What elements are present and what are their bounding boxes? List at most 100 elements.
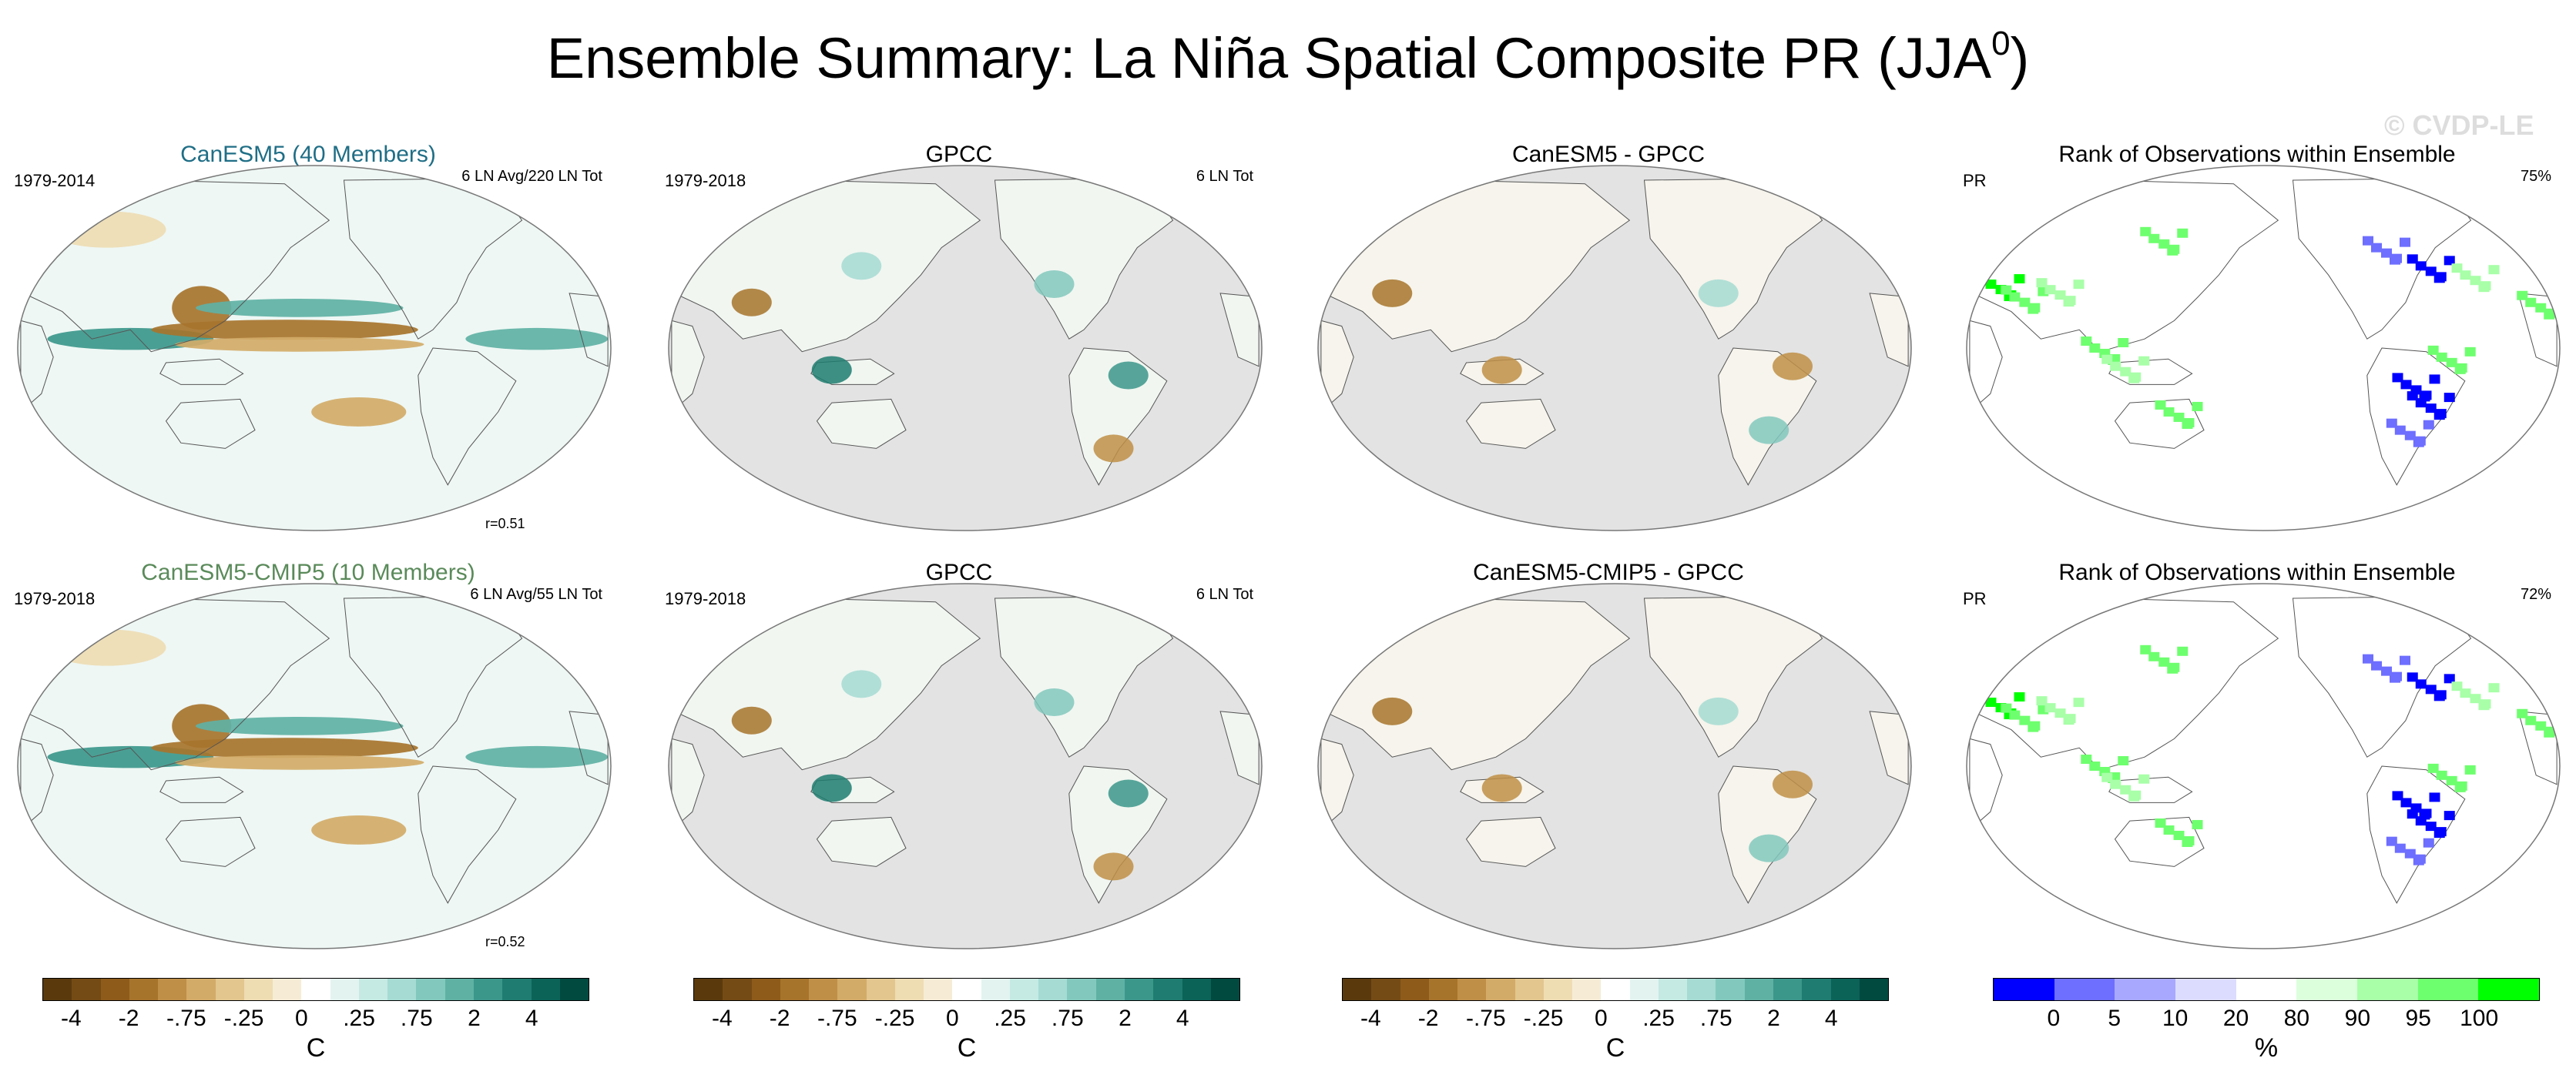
colorbar-unit: C [306, 1033, 326, 1063]
colorbar-tick-label: -.25 [1523, 1006, 1564, 1031]
map-plot [1966, 583, 2561, 949]
rank-cell [2400, 655, 2410, 665]
land-anomaly-spot [1773, 770, 1813, 798]
colorbar-swatch [1095, 979, 1125, 1000]
panel-left-label: 1979-2018 [14, 589, 96, 608]
coastline-africaEast [1219, 711, 1259, 785]
panel-title: GPCC [925, 560, 993, 585]
rank-cell [2177, 228, 2189, 238]
colorbar-swatch [1428, 979, 1458, 1000]
map-border [1317, 583, 1912, 949]
map-border [1966, 583, 2561, 949]
rank-cell [2427, 763, 2439, 773]
colorbar-swatch [72, 979, 101, 1000]
rank-cell [2009, 292, 2021, 302]
rank-cell [2488, 683, 2500, 693]
rank-cell [2392, 791, 2403, 801]
rank-cell [2081, 755, 2092, 764]
rank-cell [2425, 403, 2437, 413]
panel-title: Rank of Observations within Ensemble [2058, 560, 2456, 585]
rank-cell [2407, 809, 2418, 819]
title-close: ) [2010, 26, 2030, 90]
rank-cell [2036, 696, 2048, 706]
coastline-southAmerica [2366, 765, 2466, 904]
colorbar-tick-label: 0 [2047, 1006, 2061, 1031]
rank-cell [2433, 273, 2445, 283]
panel-left-label: 1979-2014 [14, 171, 96, 190]
map-plot [668, 165, 1263, 531]
rank-cell [2073, 280, 2085, 290]
rank-cell [2433, 410, 2445, 420]
rank-cell [2089, 343, 2101, 353]
map-panel: CanESM5-CMIP5 - GPCC [1300, 541, 1917, 957]
colorbar-swatch [924, 979, 953, 1000]
colorbar-boxes [1993, 978, 2540, 1001]
rank-cell [2525, 297, 2537, 307]
coastline-africaEast [1869, 293, 1909, 367]
colorbar-swatch [273, 979, 302, 1000]
colorbar-tick-label: -4 [61, 1006, 82, 1031]
rank-cell [2523, 239, 2534, 249]
rank-cell [2381, 666, 2392, 676]
colorbar-swatch [531, 979, 560, 1000]
panel-right-label: 6 LN Tot [1196, 586, 1253, 603]
colorbar-tick-label: -.25 [874, 1006, 915, 1031]
colorbar-swatch [1400, 979, 1429, 1000]
colorbar-swatch [2054, 979, 2115, 1000]
colorbar-tick-label: 2 [1767, 1006, 1780, 1031]
colorbar-swatch [1153, 979, 1182, 1000]
rank-cell [2544, 728, 2555, 738]
colorbar: -4 -2 -.75 -.25 0 .25 .75 2 4 C [42, 978, 589, 1078]
coastline-africaEast [1219, 293, 1259, 367]
map-plot [17, 165, 612, 531]
colorbar-swatch [2115, 979, 2176, 1000]
colorbar-swatch [751, 979, 780, 1000]
rank-cell [2158, 657, 2170, 667]
colorbar-tick-label: 90 [2344, 1006, 2371, 1031]
rank-cell [2513, 651, 2524, 661]
rank-cell [2464, 346, 2476, 357]
colorbar-swatch [100, 979, 129, 1000]
rank-cell [2014, 692, 2025, 702]
rank-cell [2118, 338, 2129, 347]
atlantic-wet-band [465, 327, 609, 350]
colorbar-swatch [1601, 979, 1630, 1000]
colorbar-swatch [1343, 979, 1372, 1000]
rank-cell [2400, 798, 2412, 808]
land-anomaly-spot [1093, 852, 1134, 881]
land-anomaly-spot [1773, 352, 1813, 380]
rank-cell [1977, 691, 1988, 701]
panel-title: GPCC [925, 142, 993, 167]
colorbar-tick-label: -.25 [223, 1006, 264, 1031]
rank-cell [2173, 412, 2185, 422]
map-panel: GPCC 1979-2018 6 LN Tot [651, 541, 1267, 957]
rank-cell [2488, 265, 2500, 275]
rank-cell [2531, 246, 2543, 256]
coastline-australia [1465, 816, 1556, 867]
rank-cell [2470, 694, 2481, 704]
rank-cell [2392, 373, 2403, 383]
colorbar-swatch [387, 979, 417, 1000]
colorbar-swatch [894, 979, 924, 1000]
colorbar-tick-label: -2 [1417, 1006, 1439, 1031]
panel-left-label: PR [1963, 171, 1987, 190]
rank-cell [1985, 280, 1997, 290]
colorbar-tick-label: 4 [525, 1006, 538, 1031]
rank-cell [2517, 290, 2528, 300]
panel-right-label: 6 LN Tot [1196, 168, 1253, 185]
rank-cell [2444, 256, 2455, 266]
rank-cell [2155, 818, 2166, 828]
land-anomaly-spot [1481, 356, 1522, 384]
colorbar-tick-label: .25 [1642, 1006, 1675, 1031]
rank-cell [2128, 373, 2140, 383]
land-anomaly-spot [1108, 779, 1149, 808]
colorbar-unit: C [957, 1033, 977, 1063]
eurasia-dry-patch [47, 211, 166, 248]
colorbar-swatch [694, 979, 723, 1000]
rank-cell [2363, 236, 2373, 246]
land-anomaly-spot [1698, 697, 1739, 725]
colorbar-tick-label: -.75 [166, 1006, 206, 1031]
colorbar-tick-label: 0 [945, 1006, 959, 1031]
coastline-australia [2114, 816, 2205, 867]
panel-left-label: 1979-2018 [665, 589, 746, 608]
